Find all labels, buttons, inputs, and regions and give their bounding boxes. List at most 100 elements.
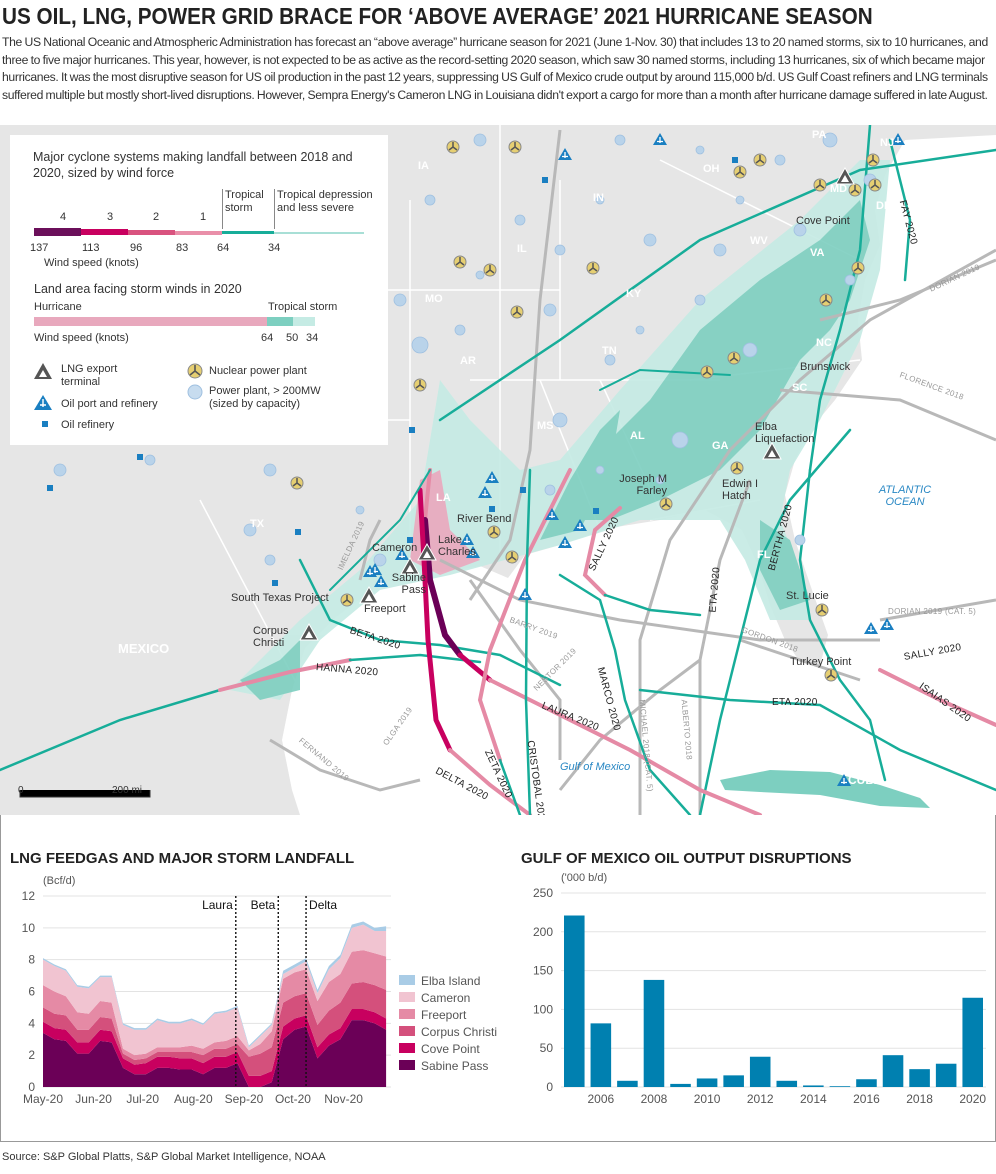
- hurricane-map: IA IN OH PA NJ MD DE WV VA IL MO KY NC T…: [0, 125, 996, 815]
- legend-swatch: [399, 1060, 415, 1070]
- nuclear-icon: [813, 178, 827, 192]
- refinery-icon: [520, 487, 526, 493]
- oil-port-icon-glyph: [562, 152, 568, 158]
- place-label: Sabine Pass: [391, 572, 426, 596]
- x-tick-label: 2016: [853, 1092, 880, 1106]
- place-label: South Texas Project: [231, 592, 329, 604]
- y-tick-label: 150: [533, 964, 553, 978]
- lng-terminal-markers: [299, 166, 855, 641]
- x-tick-label: 2014: [800, 1092, 827, 1106]
- legend-wind-tick: 137: [30, 242, 49, 254]
- legend-wind-tick: 113: [82, 242, 100, 254]
- state-label: VA: [810, 247, 825, 259]
- nuclear-icon: [290, 476, 304, 490]
- state-label: MO: [425, 293, 443, 305]
- y-tick-label: 0: [546, 1080, 553, 1094]
- legend-swatch: [399, 1009, 415, 1019]
- nuclear-icon: [730, 461, 744, 475]
- nuclear-plant-markers: [290, 140, 882, 682]
- storm-marker-label: Delta: [309, 898, 337, 912]
- legend-land-tick: 50: [286, 332, 299, 344]
- power-plant-dot: [735, 195, 745, 205]
- power-plant-dot: [475, 270, 485, 280]
- bar-2012: [749, 1056, 771, 1087]
- nuclear-icon: [586, 261, 600, 275]
- x-tick-label: Jun-20: [75, 1092, 112, 1106]
- country-label: CUBA: [848, 773, 883, 787]
- x-tick-label: Nov-20: [324, 1092, 363, 1106]
- power-plant-dot: [793, 223, 807, 237]
- nuclear-icon: [483, 263, 497, 277]
- x-tick-label: 2008: [641, 1092, 668, 1106]
- refinery-icon: [593, 508, 599, 514]
- nuclear-icon-glyph: [292, 478, 302, 487]
- state-label: KY: [626, 288, 642, 300]
- legend-oil-port: Oil port and refinery: [61, 398, 158, 410]
- nuclear-icon-glyph: [870, 180, 880, 189]
- lng-terminal-icon: [762, 441, 782, 460]
- x-tick-label: 2010: [694, 1092, 721, 1106]
- country-label: MEXICO: [118, 641, 170, 656]
- oil-port-icon: [837, 774, 851, 786]
- lng-icon-inner: [305, 631, 313, 638]
- power-plant-dot: [713, 243, 727, 257]
- oil-port-icon: [573, 519, 587, 531]
- power-plant-dot: [393, 293, 407, 307]
- state-label: GA: [712, 440, 729, 452]
- legend-power: Power plant, > 200MW (sized by capacity): [209, 385, 321, 410]
- power-plant-dot: [774, 154, 786, 166]
- legend-land-tick: 64: [261, 332, 274, 344]
- place-label: Edwin I Hatch: [722, 478, 759, 502]
- bar-2007: [617, 1080, 638, 1087]
- nuclear-icon: [508, 140, 522, 154]
- oil-port-icon-glyph: [489, 475, 495, 481]
- power-plant-dot: [411, 336, 429, 354]
- nuclear-icon: [487, 525, 501, 539]
- power-plant-dot: [373, 553, 387, 567]
- power-plant-dot: [454, 324, 466, 336]
- y-tick-label: 8: [28, 953, 35, 967]
- bar-2016: [856, 1079, 877, 1087]
- x-tick-label: Aug-20: [174, 1092, 213, 1106]
- oil-port-icon-glyph: [367, 569, 373, 575]
- oil-port-icon: [891, 133, 905, 145]
- nuclear-icon-glyph: [735, 167, 745, 176]
- legend-nuclear: Nuclear power plant: [209, 365, 307, 377]
- area-series-freeport: [43, 950, 387, 1060]
- power-plant-dot: [144, 454, 156, 466]
- x-tick-label: 2006: [587, 1092, 614, 1106]
- legend-cat: 1: [200, 211, 207, 223]
- oil-port-icon: [864, 622, 878, 634]
- storm-tracks-2020: [0, 125, 996, 815]
- nuclear-icon: [505, 550, 519, 564]
- lng-terminal-icon: [299, 622, 319, 641]
- nuclear-icon-glyph: [415, 380, 425, 389]
- y-tick-label: 10: [22, 921, 36, 935]
- oil-port-icon-glyph: [657, 137, 663, 143]
- power-plant-dot: [595, 465, 605, 475]
- power-plant-dot: [742, 342, 758, 358]
- nuclear-icon: [446, 140, 460, 154]
- power-plant-dot: [473, 133, 487, 147]
- state-label: PA: [812, 129, 827, 141]
- bar-2020: [962, 997, 983, 1087]
- state-label: IL: [517, 243, 527, 255]
- legend-cyclone-title: Major cyclone systems making landfall be…: [33, 150, 353, 180]
- bar-chart-title: GULF OF MEXICO OIL OUTPUT DISRUPTIONS: [521, 850, 852, 867]
- storm-wind-areas: [230, 160, 890, 700]
- oil-port-icon: [478, 486, 492, 498]
- oil-port-icon: [485, 471, 499, 483]
- oil-port-icon-glyph: [884, 622, 890, 628]
- source-note: Source: S&P Global Platts, S&P Global Ma…: [2, 1151, 326, 1163]
- place-label: Corpus Christi: [253, 625, 289, 649]
- refinery-icon: [732, 157, 738, 163]
- place-label: St. Lucie: [786, 590, 829, 602]
- lng-terminal-icon: [835, 166, 855, 185]
- legend-label: Cove Point: [421, 1042, 480, 1056]
- y-tick-label: 100: [533, 1002, 553, 1016]
- y-tick-label: 200: [533, 925, 553, 939]
- ocean-label: ATLANTIC OCEAN: [878, 484, 932, 508]
- legend-wind-tick: 64: [217, 242, 230, 254]
- nuclear-icon: [733, 165, 747, 179]
- lng-icon-inner: [423, 551, 431, 558]
